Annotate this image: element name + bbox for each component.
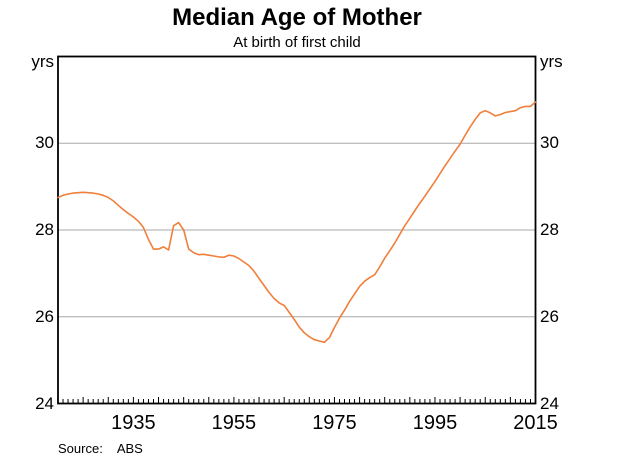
y-tick-label-left-26: 26 [35, 306, 54, 326]
x-tick-label-1955: 1955 [211, 412, 257, 434]
data-line-median-age [57, 101, 537, 344]
x-tick-label-1995: 1995 [412, 412, 458, 434]
x-tick-label-1935: 1935 [111, 412, 156, 434]
y-tick-label-right-26: 26 [540, 306, 559, 326]
y-tick-label-right-30: 30 [540, 133, 559, 153]
y-axis-unit-right: yrs [540, 52, 563, 71]
y-tick-label-left-28: 28 [35, 220, 54, 239]
y-tick-label-left-24: 24 [35, 393, 54, 413]
y-tick-label-right-28: 28 [540, 220, 559, 239]
chart-subtitle: At birth of first child [233, 34, 361, 51]
y-axis-unit-left: yrs [31, 52, 54, 71]
source-value: ABS [116, 441, 143, 456]
source-note: Source: ABS [58, 441, 143, 456]
chart-title: Median Age of Mother [172, 4, 422, 31]
plot-frame [57, 55, 537, 405]
y-tick-label-right-24: 24 [540, 393, 559, 413]
x-tick-label-2015: 2015 [513, 412, 558, 434]
x-tick-label-1975: 1975 [312, 412, 357, 434]
y-tick-label-left-30: 30 [35, 133, 54, 153]
source-label: Source: [58, 441, 103, 456]
